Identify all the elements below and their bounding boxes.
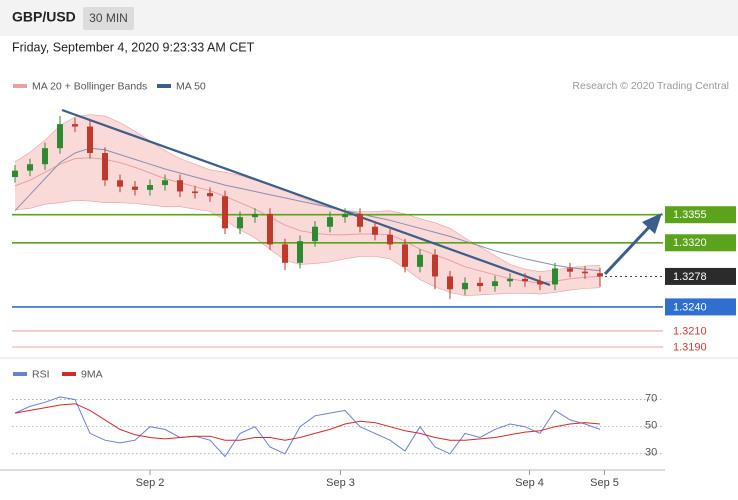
legend-swatch	[13, 372, 27, 376]
candle-body	[192, 191, 198, 194]
symbol: GBP/USD	[12, 9, 76, 25]
candle-body	[402, 244, 408, 267]
candle-body	[132, 186, 138, 190]
candle-body	[162, 180, 168, 186]
x-tick-label: Sep 2	[136, 477, 165, 489]
candle-body	[582, 271, 588, 274]
candle-body	[222, 196, 228, 229]
candle-body	[57, 124, 63, 149]
level-label: 1.3190	[673, 341, 707, 353]
legend-swatch	[62, 372, 76, 376]
moving-average	[14, 147, 601, 272]
candle-body	[177, 180, 183, 192]
candle-body	[522, 278, 528, 282]
level-box	[665, 234, 736, 252]
candle-body	[27, 164, 33, 171]
candle-body	[507, 278, 513, 282]
y-tick-label: 70	[645, 393, 657, 405]
level-box	[665, 206, 736, 224]
level-label: 1.3355	[673, 209, 707, 221]
level-label: 1.3278	[673, 271, 707, 283]
candle-body	[282, 244, 288, 263]
candle-body	[252, 213, 258, 218]
candle-body	[447, 276, 453, 290]
candle-body	[537, 281, 543, 285]
candle-body	[267, 213, 273, 245]
band-lower	[14, 199, 601, 297]
x-tick-label: Sep 3	[326, 477, 355, 489]
x-tick-label: Sep 4	[515, 477, 544, 489]
candle-body	[417, 254, 423, 267]
level-box	[665, 298, 736, 316]
legend-label: MA 50	[176, 80, 206, 92]
trend-line	[61, 108, 551, 287]
candle-body	[12, 170, 18, 178]
legend-label: RSI	[32, 368, 50, 380]
credit: Research © 2020 Trading Central	[572, 80, 729, 92]
candle-body	[342, 213, 348, 218]
legend-swatch	[157, 84, 171, 88]
candle-body	[297, 241, 303, 263]
candle-body	[207, 193, 213, 197]
level-box	[665, 267, 736, 285]
moving-average	[14, 157, 601, 284]
y-tick-label: 30	[645, 447, 657, 459]
level-label: 1.3320	[673, 237, 707, 249]
candle-body	[102, 152, 108, 181]
legend-label: 9MA	[81, 368, 103, 380]
candle-body	[567, 268, 573, 272]
candle-body	[87, 126, 93, 153]
candle-body	[597, 273, 603, 277]
bollinger-band	[15, 114, 600, 296]
candle-body	[327, 217, 333, 227]
candle-body	[147, 185, 153, 190]
candle-body	[42, 148, 48, 165]
candle-body	[357, 213, 363, 227]
rsi-line	[14, 396, 601, 458]
x-tick-label: Sep 5	[590, 477, 619, 489]
band-upper	[14, 114, 601, 272]
candle-body	[72, 124, 78, 127]
candle-body	[387, 234, 393, 245]
rsi-line	[14, 403, 601, 441]
forecast-arrow-head	[642, 213, 662, 234]
candle-body	[477, 282, 483, 287]
candle-body	[492, 281, 498, 287]
date: Friday, September 4, 2020 9:23:33 AM CET	[12, 40, 255, 54]
timeframe-box	[83, 7, 134, 30]
candle-body	[462, 282, 468, 290]
candle-body	[432, 254, 438, 277]
y-tick-label: 50	[645, 420, 657, 432]
legend-label: MA 20 + Bollinger Bands	[32, 80, 147, 92]
level-label: 1.3240	[673, 301, 707, 313]
candle-body	[237, 217, 243, 229]
trend-line-annotation	[61, 108, 662, 287]
candle-body	[372, 226, 378, 235]
legend-swatch	[13, 84, 27, 88]
forecast-arrow	[603, 222, 654, 276]
candle-body	[552, 268, 558, 285]
level-label: 1.3210	[673, 325, 707, 337]
candle-body	[312, 226, 318, 242]
timeframe: 30 MIN	[89, 11, 128, 25]
candle-body	[117, 180, 123, 187]
